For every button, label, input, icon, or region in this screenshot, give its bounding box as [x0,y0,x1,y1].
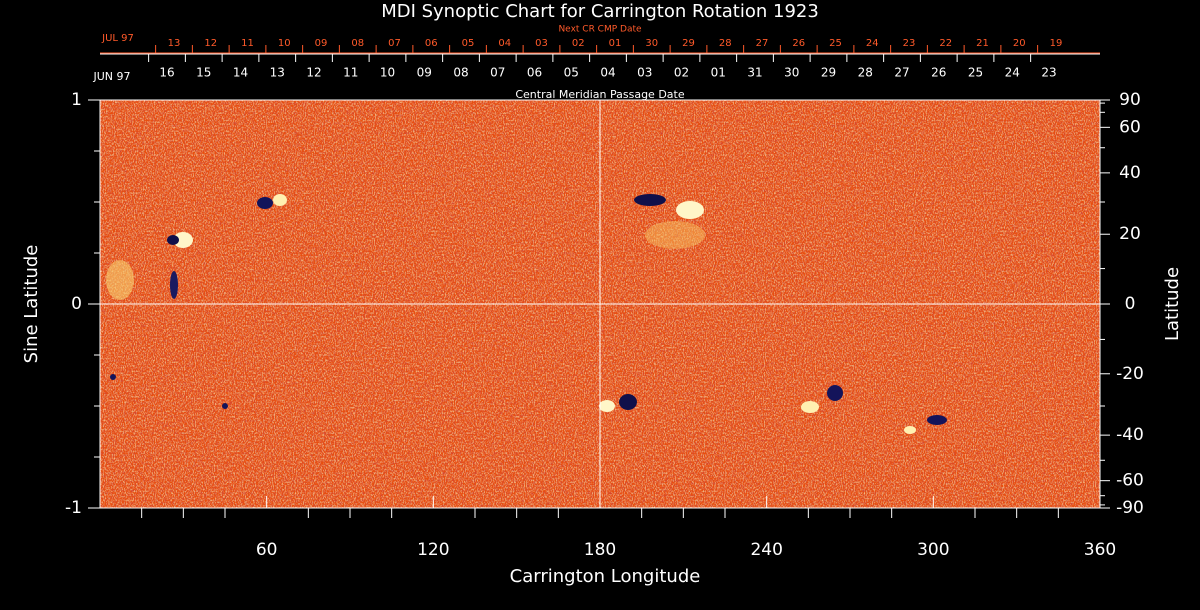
active-regions [106,194,947,434]
cmp-date: 23 [1041,66,1056,80]
next-date: 13 [168,38,181,49]
top-axis-label: Central Meridian Passage Date [515,88,684,101]
region [645,221,705,249]
cmp-date: 02 [674,66,689,80]
y-tick-label: 0 [71,294,82,314]
next-date: 09 [315,38,328,49]
next-date: 24 [866,38,879,49]
cmp-date: 31 [747,66,762,80]
cmp-date: 11 [343,66,358,80]
y2-axis-label: Latitude [1162,267,1183,341]
x-axis-label: Carrington Longitude [510,566,701,587]
x-tick-label: 180 [584,540,616,560]
region [634,194,666,206]
next-date: 26 [792,38,805,49]
x-tick-label: 360 [1084,540,1116,560]
region [676,201,704,219]
cmp-date: 28 [858,66,873,80]
region [167,235,179,245]
y2-tick-label: 0 [1125,294,1136,314]
y2-tick-label: 90 [1119,90,1141,110]
x-tick-label: 120 [417,540,449,560]
next-date: 25 [829,38,842,49]
cmp-date: 30 [784,66,799,80]
x-tick-label: 240 [750,540,782,560]
region [170,271,178,299]
region [273,194,287,206]
cmp-date: 10 [380,66,395,80]
region [927,415,947,425]
cmp-month: JUN 97 [92,70,130,83]
region [106,260,134,300]
next-axis-label: Next CR CMP Date [558,25,642,35]
next-date: 30 [645,38,658,49]
cmp-date: 01 [711,66,726,80]
cmp-date: 14 [233,66,248,80]
cmp-date: 13 [270,66,285,80]
next-date: 27 [756,38,769,49]
next-date: 05 [462,38,475,49]
next-date: 20 [1013,38,1026,49]
next-date: 19 [1050,38,1063,49]
next-date: 22 [939,38,952,49]
cmp-date: 15 [196,66,211,80]
cmp-date: 26 [931,66,946,80]
x-tick-label: 300 [917,540,949,560]
y2-tick-label: -20 [1116,364,1144,384]
region [110,374,116,380]
region [257,197,273,209]
next-date: 21 [976,38,989,49]
cmp-date: 06 [527,66,542,80]
cmp-date: 08 [453,66,468,80]
cmp-date: 25 [968,66,983,80]
next-date: 12 [204,38,217,49]
next-date: 02 [572,38,585,49]
y2-tick-label: -40 [1116,425,1144,445]
cmp-date: 29 [821,66,836,80]
next-date: 08 [351,38,364,49]
region [619,394,637,410]
cmp-date: 04 [600,66,615,80]
cmp-date: 24 [1005,66,1020,80]
region [904,426,916,434]
cmp-date: 07 [490,66,505,80]
cmp-date: 16 [159,66,174,80]
next-date: 23 [903,38,916,49]
x-tick-label: 60 [256,540,278,560]
next-date: 29 [682,38,695,49]
chart-title: MDI Synoptic Chart for Carrington Rotati… [381,1,819,22]
cmp-date: 12 [306,66,321,80]
next-date: 03 [535,38,548,49]
y2-tick-label: -60 [1116,471,1144,491]
y2-tick-label: -90 [1116,498,1144,518]
y2-tick-label: 60 [1119,117,1141,137]
y-axis-label: Sine Latitude [21,245,42,364]
next-date: 04 [498,38,511,49]
region [222,403,228,409]
y2-tick-label: 40 [1119,163,1141,183]
cmp-date: 09 [417,66,432,80]
next-date: 07 [388,38,401,49]
region [173,232,193,248]
next-date: 28 [719,38,732,49]
next-month: JUL 97 [101,33,134,44]
y2-tick-label: 20 [1119,224,1141,244]
region [599,400,615,412]
cmp-date: 03 [637,66,652,80]
region [827,385,843,401]
cmp-date: 27 [894,66,909,80]
next-date: 11 [241,38,254,49]
next-date: 06 [425,38,438,49]
cmp-date: 05 [564,66,579,80]
next-date: 01 [609,38,622,49]
region [801,401,819,413]
y-tick-label: -1 [65,498,82,518]
next-date: 10 [278,38,291,49]
y-tick-label: 1 [71,90,82,110]
